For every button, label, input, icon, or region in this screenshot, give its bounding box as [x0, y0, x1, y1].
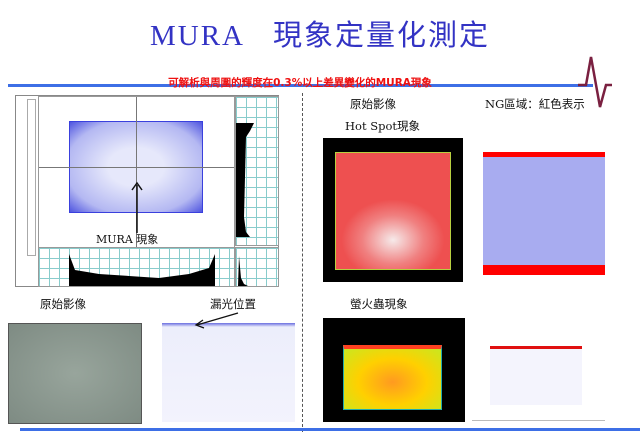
divider [302, 93, 303, 432]
original-gray-image [8, 323, 142, 424]
image-baseline [472, 420, 605, 421]
hotspot-image [323, 138, 463, 282]
footer-rule [20, 428, 640, 431]
horizontal-profile-plot [69, 254, 215, 286]
histogram-plot [238, 256, 248, 286]
hotspot-heatmap [335, 152, 451, 270]
arrow-up-icon [131, 181, 143, 233]
original-image-label: 原始影像 [40, 297, 86, 311]
firefly-ng-image [490, 346, 582, 405]
hotspot-label: Hot Spot現象 [345, 119, 421, 133]
crosshair-vertical [136, 97, 137, 247]
arrow-icon [194, 312, 239, 329]
image-view: MURA 現象 [38, 96, 235, 248]
original-image-label-right: 原始影像 [350, 97, 396, 111]
title-mura: MURA [149, 20, 245, 52]
scale-bar [27, 99, 36, 256]
subtitle: 可解析與周圍的輝度在0.3%以上差異變化的MURA現象 [168, 77, 432, 89]
ng-area-label: NG區域：紅色表示 [485, 97, 585, 111]
vertical-profile [235, 96, 279, 246]
page-title: MURA 現象定量化測定 [0, 12, 640, 54]
ng-area-image [483, 152, 605, 275]
zigzag-logo-icon [578, 56, 612, 108]
firefly-heatmap [343, 345, 442, 410]
firefly-image [323, 318, 465, 422]
header-rule [8, 84, 593, 87]
firefly-label: 螢火蟲現象 [350, 297, 408, 311]
histogram [235, 247, 279, 287]
leak-position-label: 漏光位置 [210, 297, 256, 311]
light-leak-image [162, 323, 295, 422]
crosshair-horizontal [39, 167, 234, 168]
horizontal-profile [38, 247, 235, 287]
mura-annotation: MURA 現象 [96, 233, 159, 246]
vertical-profile-plot [236, 123, 254, 237]
analysis-panel: MURA 現象 [15, 95, 279, 287]
title-chinese: 現象定量化測定 [273, 20, 491, 52]
